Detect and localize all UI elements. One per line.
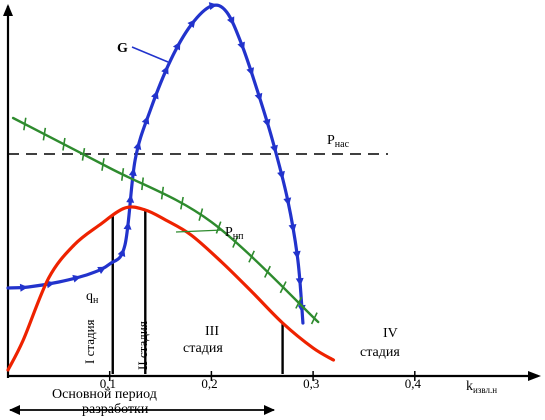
- series-label-pnl: Рнп: [225, 225, 244, 242]
- x-axis-arrow: [528, 371, 541, 381]
- main-period-arrow-left: [9, 405, 20, 415]
- series-label-g: G: [117, 41, 128, 56]
- series-marker-g-9: [141, 115, 150, 125]
- series-line-g: [6, 3, 305, 325]
- y-axis-arrow: [3, 4, 13, 16]
- series-marker-g-12: [172, 41, 181, 51]
- reference-label-pnas: Рнас: [327, 133, 350, 150]
- series-marker-pnl-9: [198, 208, 204, 221]
- series-marker-pnl-1: [42, 127, 47, 141]
- series-marker-g-15: [226, 16, 235, 26]
- series-marker-g-19: [262, 118, 271, 128]
- main-period-arrow-right: [264, 405, 275, 415]
- x-tick-label-2: 0,3: [303, 376, 319, 391]
- series-label-pnl-leader: [175, 229, 224, 233]
- series-marker-g-17: [246, 67, 255, 77]
- reference-label-pnas-main: Р: [327, 133, 335, 148]
- x-tick-label-1: 0,2: [201, 376, 217, 391]
- series-marker-pnl-13: [264, 265, 271, 278]
- series-marker-g-14: [208, 2, 218, 11]
- series-marker-pnl-7: [160, 186, 165, 200]
- series-marker-g-2: [72, 274, 82, 283]
- series-marker-g-8: [133, 141, 142, 151]
- series-marker-pnl-8: [180, 196, 184, 210]
- series-label-qn: qн: [86, 289, 99, 306]
- series-marker-pnl-5: [120, 168, 125, 181]
- x-tick-label-3: 0,4: [405, 376, 422, 391]
- series-label-pnl-main: Р: [225, 225, 233, 240]
- series-marker-g-21: [277, 170, 285, 180]
- x-axis-label-main: k: [466, 379, 473, 394]
- series-marker-pnl-11: [232, 235, 239, 248]
- x-axis-ticks: 0,1 0,2 0,3 0,4: [100, 371, 422, 391]
- series-marker-g-10: [151, 90, 159, 100]
- series-marker-pnl-12: [248, 250, 255, 263]
- stage-label-i: I стадия: [82, 319, 97, 364]
- series-marker-pnl-4: [101, 158, 105, 171]
- series-marker-pnl-3: [81, 147, 86, 161]
- series-marker-g-6: [126, 194, 135, 203]
- series-marker-g-22: [283, 197, 292, 207]
- stage-label-iii-top: III: [205, 324, 219, 339]
- stage-label-iii-bottom: стадия: [183, 341, 223, 356]
- series-line-pnl: [11, 116, 320, 324]
- stage-label-iv-bottom: стадия: [360, 345, 400, 360]
- series-marker-g-18: [254, 92, 263, 102]
- series-marker-g-1: [46, 280, 55, 289]
- series-label-g-leader: [131, 46, 169, 63]
- series-marker-pnl-2: [62, 137, 66, 151]
- series-marker-pnl-14: [279, 281, 287, 294]
- series-marker-pnl-6: [141, 177, 145, 191]
- x-axis-label-sub: извл.н: [473, 385, 497, 395]
- x-tick-label-0: 0,1: [100, 376, 116, 391]
- series-marker-g-11: [161, 65, 169, 75]
- series-marker-pnl-10: [215, 221, 222, 234]
- series-marker-g-3: [97, 266, 107, 275]
- series-marker-g-0: [19, 283, 29, 292]
- series-marker-g-13: [187, 19, 196, 29]
- series-marker-g-7: [128, 167, 137, 177]
- stage-boundaries: [111, 210, 284, 374]
- stage-label-iv-top: IV: [383, 326, 398, 341]
- series-marker-g-23: [288, 223, 297, 233]
- series-label-pnl-sub: нп: [233, 231, 244, 242]
- series-marker-pnl-15: [295, 296, 303, 309]
- series-marker-g-4: [117, 248, 126, 257]
- series-marker-g-20: [270, 144, 278, 154]
- x-axis-label: kизвл.н: [466, 379, 497, 395]
- series-label-qn-main: q: [86, 289, 93, 304]
- series-marker-g-25: [295, 277, 304, 287]
- main-period-line1: Основной период: [52, 387, 157, 402]
- series-line-qn: [6, 205, 336, 372]
- series-marker-pnl-0: [23, 117, 27, 131]
- reference-label-pnas-sub: нас: [335, 139, 350, 150]
- series-label-qn-sub: н: [93, 295, 99, 306]
- series-marker-pnl-16: [310, 312, 318, 325]
- series-marker-g-5: [123, 221, 132, 230]
- series-marker-g-24: [292, 250, 301, 260]
- stage-label-ii: II стадия: [135, 321, 150, 370]
- series-lines: [6, 2, 336, 372]
- series-marker-g-16: [237, 41, 245, 51]
